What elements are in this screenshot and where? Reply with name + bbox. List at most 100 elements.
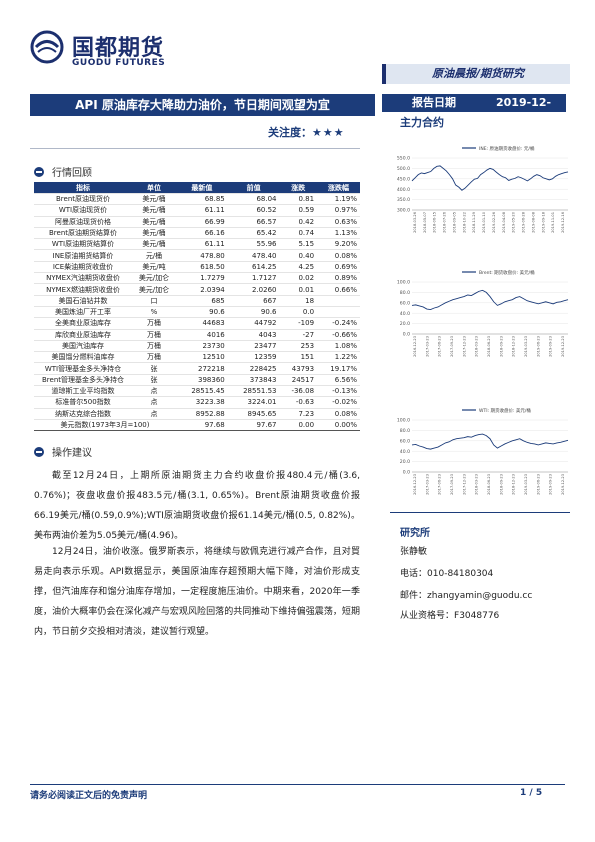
table-cell: 478.80 bbox=[176, 249, 228, 262]
table-cell: 3223.38 bbox=[176, 396, 228, 409]
table-cell: -0.02% bbox=[317, 396, 360, 409]
x-tick-label: 2019-08-08 bbox=[531, 211, 535, 233]
table-cell: 55.96 bbox=[227, 238, 280, 251]
table-row: 美国汽油库存 万桶 23730 23477 253 1.08% bbox=[34, 340, 360, 353]
table-cell: 4.25 bbox=[279, 260, 318, 274]
table-row: INE原油期货结算价 元/桶 478.80 478.40 0.40 0.08% bbox=[34, 249, 360, 262]
y-tick-label: 40.0 bbox=[400, 311, 410, 317]
research-institute-label: 研究所 bbox=[400, 528, 430, 539]
y-tick-label: 20.0 bbox=[400, 459, 410, 465]
table-cell: 228425 bbox=[227, 362, 280, 375]
table-cell bbox=[317, 294, 360, 307]
x-tick-label: 2018-12-23 bbox=[512, 474, 516, 495]
table-cell: 7.23 bbox=[279, 408, 318, 420]
table-cell: 0.00% bbox=[317, 418, 360, 432]
table-cell: 全美商业原油库存 bbox=[34, 317, 132, 330]
table-cell: 0.66% bbox=[317, 283, 360, 296]
table-cell: 库欣商业原油库存 bbox=[34, 329, 132, 341]
table-cell: 美国馏分燃料油库存 bbox=[34, 351, 132, 364]
table-cell: Brent原油现货价 bbox=[34, 193, 132, 206]
table-header-cell: 最新值 bbox=[176, 182, 228, 194]
table-cell: 5.15 bbox=[279, 238, 318, 251]
table-cell: 1.13% bbox=[317, 226, 360, 240]
table-header-cell: 涨跌 bbox=[279, 182, 318, 194]
x-tick-label: 2019-06-23 bbox=[536, 336, 540, 357]
table-cell: 0.40 bbox=[279, 249, 318, 262]
table-cell: 1.22% bbox=[317, 351, 360, 364]
table-header-cell: 指标 bbox=[34, 182, 132, 194]
page-number: 1 / 5 bbox=[520, 788, 543, 798]
series-line bbox=[411, 433, 569, 450]
x-tick-label: 2019-04-08 bbox=[502, 211, 506, 233]
x-tick-label: 2017-12-23 bbox=[462, 336, 466, 357]
y-tick-label: 80.0 bbox=[400, 290, 410, 296]
table-row: 美国炼油厂开工率% 90.6 90.6 0.0 bbox=[34, 306, 360, 319]
x-tick-label: 2016-12-23 bbox=[413, 336, 417, 357]
table-cell: 2.0394 bbox=[176, 283, 228, 296]
ine-crude-price-chart: INE: 原油期货收盘价: 元/桶 550.0 500.0 450.0 400.0 350… bbox=[397, 145, 569, 233]
table-cell: 0.02 bbox=[279, 272, 318, 285]
section-bullet-icon bbox=[34, 447, 44, 457]
table-row: 库欣商业原油库存 万桶 4016 4043 -27 -0.66% bbox=[34, 329, 360, 341]
table-cell: 纳斯达克综合指数 bbox=[34, 408, 132, 420]
report-type-banner: 原油晨报/期货研究 bbox=[382, 64, 570, 84]
table-cell: 272218 bbox=[176, 362, 228, 375]
x-tick-label: 2019-09-23 bbox=[549, 336, 553, 357]
table-header-row: 指标 单位 最新值 前值 涨跌 涨跌幅 bbox=[34, 182, 360, 194]
x-tick-label: 2019-06-23 bbox=[536, 474, 540, 495]
table-row: 美国馏分燃料油库存 万桶 12510 12359 151 1.22% bbox=[34, 351, 360, 364]
table-row: WTI原油期货结算价 美元/桶 61.11 55.96 5.15 9.20% bbox=[34, 238, 360, 251]
table-cell: 张 bbox=[132, 374, 176, 387]
table-cell: 1.19% bbox=[317, 193, 360, 206]
table-cell: 点 bbox=[132, 385, 176, 398]
x-tick-label: 2019-09-23 bbox=[549, 474, 553, 495]
table-cell: 373843 bbox=[227, 374, 280, 387]
email-value[interactable]: zhangyamin@guodu.cc bbox=[427, 591, 533, 601]
table-cell: 美国炼油厂开工率 bbox=[34, 306, 132, 319]
report-date-bar: 报告日期 2019-12-25 bbox=[382, 94, 566, 127]
table-cell: NYMEX汽油期货收盘价 bbox=[34, 272, 132, 285]
table-row: ICE柴油期货收盘价 美元/吨 618.50 614.25 4.25 0.69% bbox=[34, 260, 360, 274]
email-label: 邮件： bbox=[400, 591, 428, 601]
y-tick-label: 20.0 bbox=[400, 321, 410, 327]
table-cell: 23477 bbox=[227, 340, 280, 353]
analyst-phone: 电话：010-84180304 bbox=[400, 566, 493, 579]
table-cell: 61.11 bbox=[176, 204, 228, 217]
table-cell: 60.52 bbox=[227, 204, 280, 217]
analyst-email: 邮件：zhangyamin@guodu.cc bbox=[400, 588, 532, 601]
table-cell: 0.74 bbox=[279, 226, 318, 240]
table-cell: 66.99 bbox=[176, 216, 228, 228]
table-cell: 点 bbox=[132, 396, 176, 409]
table-cell: 65.42 bbox=[227, 226, 280, 240]
table-row: WTI管理基金多头净持仓张 272218 228425 43793 19.17% bbox=[34, 362, 360, 375]
x-tick-label: 2019-09-18 bbox=[541, 211, 545, 233]
x-tick-label: 2017-09-23 bbox=[450, 336, 454, 357]
table-cell: 0.97% bbox=[317, 204, 360, 217]
company-name-cn: 国都期货 bbox=[72, 36, 165, 61]
y-tick-label: 300.0 bbox=[397, 208, 410, 214]
x-tick-label: 2019-02-26 bbox=[492, 211, 496, 233]
table-cell: 90.6 bbox=[176, 306, 228, 319]
table-cell: 43793 bbox=[279, 362, 318, 375]
table-cell: 24517 bbox=[279, 374, 318, 387]
phone-label: 电话： bbox=[400, 569, 428, 579]
x-tick-label: 2017-03-23 bbox=[425, 474, 429, 495]
table-cell: 美元/桶 bbox=[132, 193, 176, 206]
x-tick-label: 2019-12-23 bbox=[561, 336, 565, 357]
table-row: 美国石油钻井数口 685 667 18 bbox=[34, 294, 360, 307]
y-tick-label: 100.0 bbox=[397, 280, 410, 286]
table-row: 标准普尔500指数点 3223.38 3224.01 -0.63 -0.02% bbox=[34, 396, 360, 409]
table-cell: 28515.45 bbox=[176, 385, 228, 398]
table-cell: 8945.65 bbox=[227, 408, 280, 420]
table-cell: 2.0260 bbox=[227, 283, 280, 296]
legend-label: WTI: 期货收盘价: 美元/桶 bbox=[479, 407, 531, 414]
table-cell: 19.17% bbox=[317, 362, 360, 375]
table-cell: 0.0 bbox=[279, 306, 318, 319]
main-contract-label: 主力合约 bbox=[400, 116, 444, 129]
x-tick-label: 2019-11-01 bbox=[551, 212, 555, 233]
table-cell: 点 bbox=[132, 408, 176, 420]
x-tick-label: 2018-06-15 bbox=[433, 212, 437, 233]
table-cell: 68.85 bbox=[176, 193, 228, 206]
table-cell: 口 bbox=[132, 294, 176, 307]
attention-stars-icon: ★★★ bbox=[312, 126, 345, 139]
